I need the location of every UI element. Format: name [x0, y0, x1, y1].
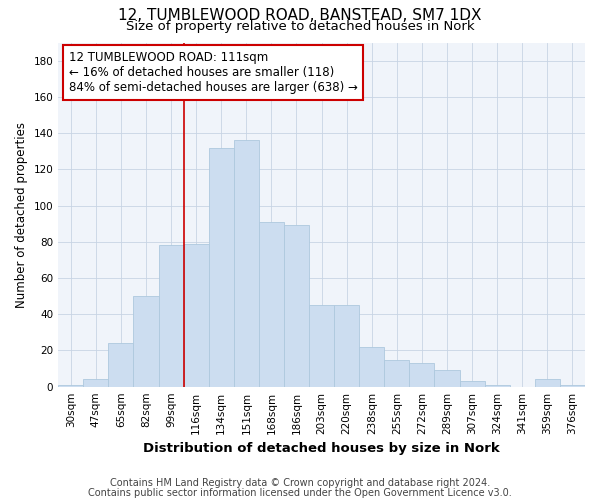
Bar	[460, 381, 485, 386]
Bar	[133, 296, 158, 386]
Text: 12 TUMBLEWOOD ROAD: 111sqm
← 16% of detached houses are smaller (118)
84% of sem: 12 TUMBLEWOOD ROAD: 111sqm ← 16% of deta…	[69, 51, 358, 94]
Bar	[284, 226, 309, 386]
Bar	[485, 385, 510, 386]
Text: 12, TUMBLEWOOD ROAD, BANSTEAD, SM7 1DX: 12, TUMBLEWOOD ROAD, BANSTEAD, SM7 1DX	[118, 8, 482, 22]
Bar	[409, 363, 434, 386]
Bar	[158, 246, 184, 386]
Bar	[209, 148, 234, 386]
Text: Contains public sector information licensed under the Open Government Licence v3: Contains public sector information licen…	[88, 488, 512, 498]
Y-axis label: Number of detached properties: Number of detached properties	[15, 122, 28, 308]
Bar	[385, 360, 409, 386]
Text: Size of property relative to detached houses in Nork: Size of property relative to detached ho…	[125, 20, 475, 33]
Text: Contains HM Land Registry data © Crown copyright and database right 2024.: Contains HM Land Registry data © Crown c…	[110, 478, 490, 488]
Bar	[560, 385, 585, 386]
Bar	[535, 380, 560, 386]
Bar	[309, 305, 334, 386]
Bar	[83, 380, 109, 386]
Bar	[58, 385, 83, 386]
Bar	[109, 343, 133, 386]
Bar	[334, 305, 359, 386]
X-axis label: Distribution of detached houses by size in Nork: Distribution of detached houses by size …	[143, 442, 500, 455]
Bar	[434, 370, 460, 386]
Bar	[259, 222, 284, 386]
Bar	[184, 244, 209, 386]
Bar	[234, 140, 259, 386]
Bar	[359, 347, 385, 387]
